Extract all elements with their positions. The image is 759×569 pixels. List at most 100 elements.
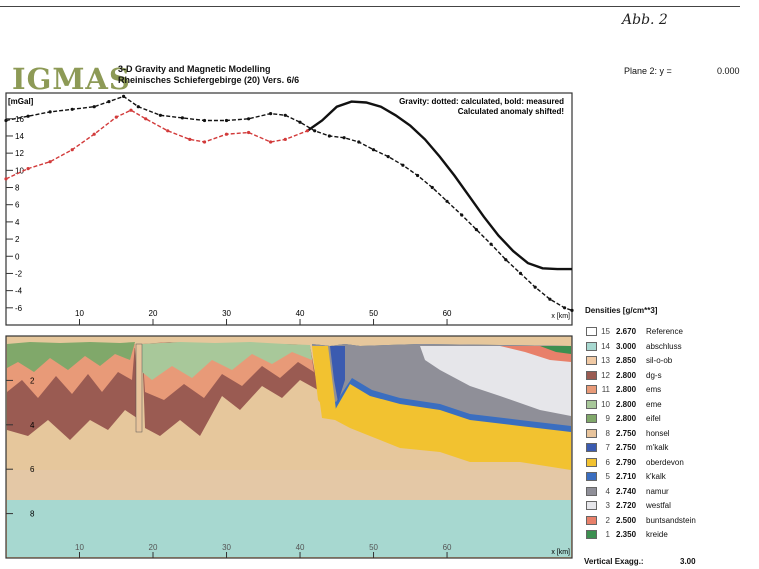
gravity-y-tick-label: -4 <box>15 287 23 296</box>
section-x-tick-label: 40 <box>296 543 305 552</box>
gravity-x-unit: x [km] <box>551 313 570 320</box>
legend-layer-number: 8 <box>605 428 610 438</box>
gravity-y-tick-label: 8 <box>15 184 20 193</box>
legend-swatch <box>586 428 597 438</box>
legend-layer-name: dg-s <box>646 370 662 380</box>
gravity-x-tick-label: 60 <box>443 309 452 318</box>
legend-layer-number: 4 <box>605 486 610 496</box>
gravity-series-point <box>180 116 184 120</box>
legend-swatch <box>586 327 597 336</box>
gravity-series-point <box>298 120 302 124</box>
legend-layer-number: 7 <box>605 443 610 452</box>
model-title: Rheinisches Schiefergebirge (20) Vers. 6… <box>118 75 300 85</box>
legend-layer-number: 9 <box>605 414 610 423</box>
legend-layer-number: 11 <box>601 385 610 394</box>
layer-abschluss <box>7 500 571 557</box>
gravity-series-point <box>533 285 537 289</box>
gravity-series-point <box>188 137 192 141</box>
gravity-series-point <box>4 177 8 181</box>
legend-density: 2.800 <box>616 370 637 380</box>
gravity-series-point <box>136 105 140 109</box>
legend-swatch <box>586 414 597 423</box>
gravity-series-line <box>306 100 572 271</box>
gravity-series-point <box>70 107 74 111</box>
legend-density: 2.800 <box>616 414 637 423</box>
gravity-series-point <box>269 140 273 144</box>
gravity-series-point <box>313 129 317 133</box>
gravity-y-tick-label: -2 <box>15 269 23 278</box>
legend-title: Densities [g/cm**3] <box>585 306 658 315</box>
gravity-series-point <box>247 130 251 135</box>
legend-swatch <box>586 370 597 380</box>
legend-density: 2.750 <box>616 428 637 438</box>
gravity-series-point <box>305 129 309 133</box>
vertical-exaggeration-label: Vertical Exagg.: <box>584 557 644 566</box>
gravity-series-point <box>122 94 126 98</box>
gravity-series-point <box>430 185 434 190</box>
legend-density: 2.720 <box>616 501 637 510</box>
layer-mkalk-flank <box>330 346 345 402</box>
legend-layer-name: m'kalk <box>646 443 669 452</box>
gravity-series-point <box>129 108 133 112</box>
legend-swatch <box>586 341 597 351</box>
layer-eme-central <box>142 342 312 380</box>
gravity-series-point <box>158 113 162 117</box>
gravity-y-tick-label: 16 <box>15 115 24 124</box>
gravity-series-point <box>283 113 287 117</box>
gravity-series-point <box>202 140 207 144</box>
legend-swatch <box>586 356 597 365</box>
legend-layer-name: oberdevon <box>646 457 684 467</box>
gravity-y-tick-label: -6 <box>15 304 23 313</box>
gravity-note-2: Calculated anomaly shifted! <box>458 107 564 116</box>
gravity-series-point <box>489 242 493 246</box>
legend-density: 2.740 <box>616 486 637 496</box>
gravity-series-point <box>342 136 346 140</box>
legend-swatch <box>586 472 597 481</box>
legend-layer-name: k'kalk <box>646 472 666 481</box>
gravity-y-axis: 16 14 12 10 8 6 4 2 0 -2 -4 -6 <box>6 115 24 313</box>
legend-layer-number: 15 <box>601 327 610 336</box>
legend-layer-name: sil-o-ob <box>646 356 673 365</box>
legend-layer-number: 14 <box>601 341 610 351</box>
layer-eifel-west <box>7 342 135 372</box>
gravity-series-point <box>224 132 229 136</box>
legend-layer-name: eifel <box>646 414 661 423</box>
legend-layer-name: eme <box>646 399 662 409</box>
vertical-exaggeration-value: 3.00 <box>680 557 696 566</box>
gravity-series-point <box>518 271 523 275</box>
legend-swatch <box>586 486 597 496</box>
legend-density: 2.350 <box>616 530 637 539</box>
legend-layer-name: honsel <box>646 428 670 438</box>
section-x-tick-label: 20 <box>149 543 158 552</box>
fault-sliver <box>135 343 143 433</box>
gravity-series-point <box>563 306 567 310</box>
legend-swatch <box>586 530 597 539</box>
gravity-note-1: Gravity: dotted: calculated, bold: measu… <box>399 97 564 106</box>
gravity-series-point <box>70 148 74 152</box>
legend-layer-number: 10 <box>601 399 610 409</box>
igmas-logo: IGMAS <box>12 62 131 96</box>
handwritten-figure-note: Abb. 2 <box>622 12 668 28</box>
gravity-x-tick-label: 40 <box>296 309 305 318</box>
legend-density: 2.710 <box>616 472 637 481</box>
legend-layer-name: westfal <box>646 501 671 510</box>
gravity-series-point <box>401 163 405 167</box>
gravity-series-point <box>386 155 390 159</box>
legend-density: 2.850 <box>616 356 637 365</box>
legend-density: 2.790 <box>616 457 637 467</box>
gravity-y-tick-label: 14 <box>15 132 24 141</box>
legend-layer-name: ems <box>646 385 662 394</box>
gravity-series-point <box>460 213 464 217</box>
gravity-series-point <box>371 148 376 152</box>
gravity-series-point <box>166 129 170 133</box>
gravity-unit-label: [mGal] <box>8 97 34 106</box>
gravity-series-point <box>416 173 420 178</box>
gravity-x-tick-label: 10 <box>75 309 84 318</box>
section-depth-label: 8 <box>30 510 35 519</box>
gravity-panel-frame <box>5 92 573 326</box>
legend-density: 2.800 <box>616 399 637 409</box>
layer-oberdevon-flank <box>312 346 336 412</box>
legend-layer-number: 6 <box>605 457 610 467</box>
gravity-series-point <box>92 132 96 136</box>
